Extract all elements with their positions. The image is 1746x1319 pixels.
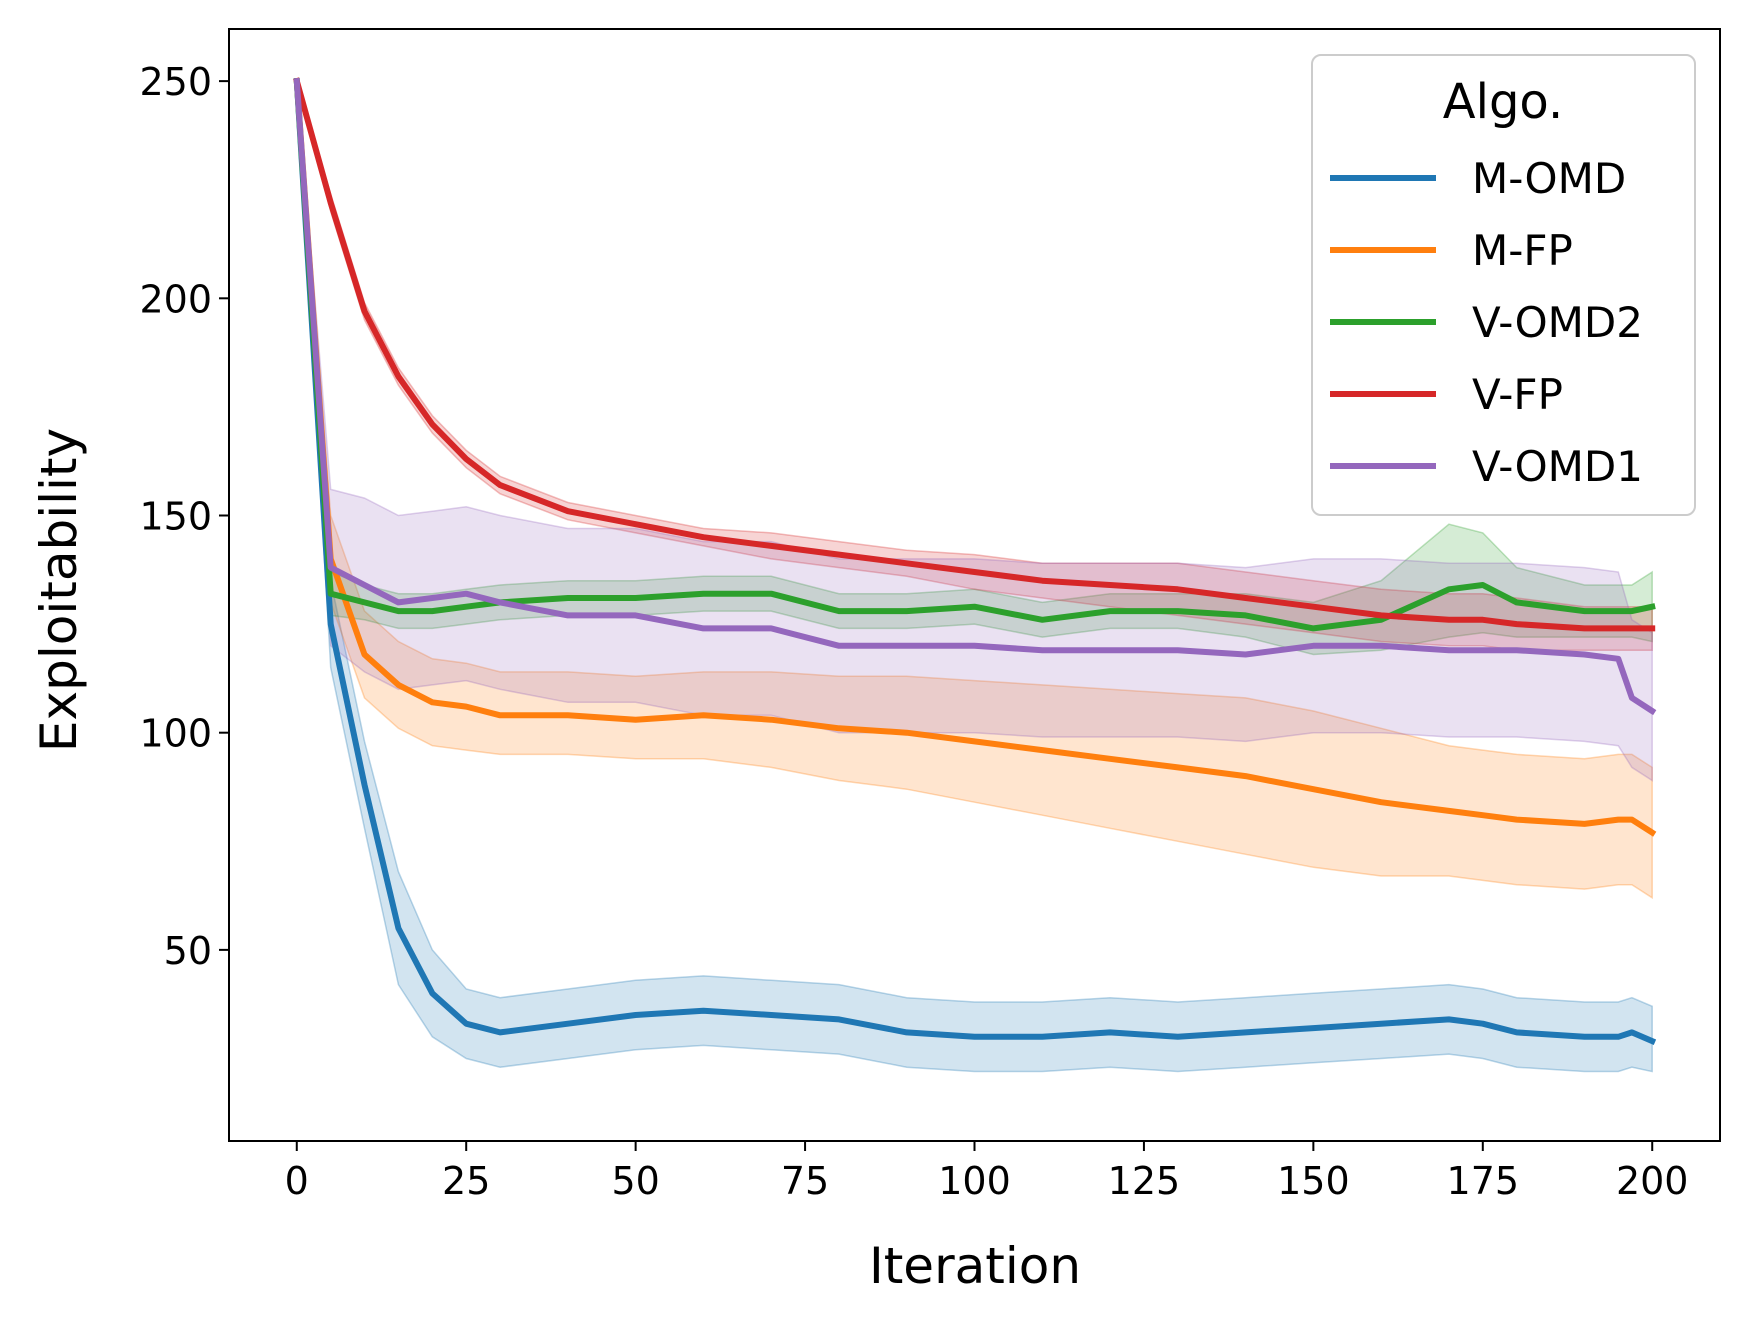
line-m-fp <box>293 77 1657 837</box>
legend: Algo. M-OMD M-FP V-OMD2 V-FP V-OMD1 <box>1311 54 1696 516</box>
y-axis-title: Exploitability <box>30 428 88 752</box>
x-tick-label-0: 0 <box>285 1159 309 1203</box>
x-axis-title: Iteration <box>869 1237 1081 1295</box>
x-tick-label-125: 125 <box>1108 1159 1181 1203</box>
x-tick-label-200: 200 <box>1616 1159 1689 1203</box>
legend-items: M-OMD M-FP V-OMD2 V-FP V-OMD1 <box>1330 154 1643 491</box>
y-tick-label-250: 250 <box>139 60 212 104</box>
legend-label-v-fp: V-FP <box>1472 370 1563 419</box>
legend-label-v-omd1: V-OMD1 <box>1472 442 1643 491</box>
legend-label-m-omd: M-OMD <box>1472 154 1626 203</box>
x-tick-label-175: 175 <box>1447 1159 1520 1203</box>
x-tick-label-25: 25 <box>442 1159 490 1203</box>
line-v-fp <box>293 77 1656 632</box>
legend-label-m-fp: M-FP <box>1472 226 1573 275</box>
y-tick-label-50: 50 <box>164 929 212 973</box>
y-tick-label-100: 100 <box>139 712 212 756</box>
x-tick-label-100: 100 <box>938 1159 1011 1203</box>
y-tick-label-200: 200 <box>139 277 212 321</box>
series-lines <box>293 77 1657 1046</box>
line-v-omd2 <box>293 77 1656 632</box>
y-axis-ticks: 50 100 150 200 250 <box>139 60 229 973</box>
line-v-omd1 <box>293 77 1657 716</box>
x-tick-label-75: 75 <box>781 1159 829 1203</box>
x-tick-label-50: 50 <box>611 1159 659 1203</box>
legend-title: Algo. <box>1443 74 1563 130</box>
y-tick-label-150: 150 <box>139 495 212 539</box>
legend-box <box>1311 54 1696 516</box>
x-axis-ticks: 0 25 50 75 100 125 150 175 200 <box>285 1141 1689 1203</box>
line-m-omd <box>293 77 1657 1046</box>
plot-area-frame <box>228 28 1721 1142</box>
legend-label-v-omd2: V-OMD2 <box>1472 298 1643 347</box>
x-tick-label-150: 150 <box>1277 1159 1350 1203</box>
